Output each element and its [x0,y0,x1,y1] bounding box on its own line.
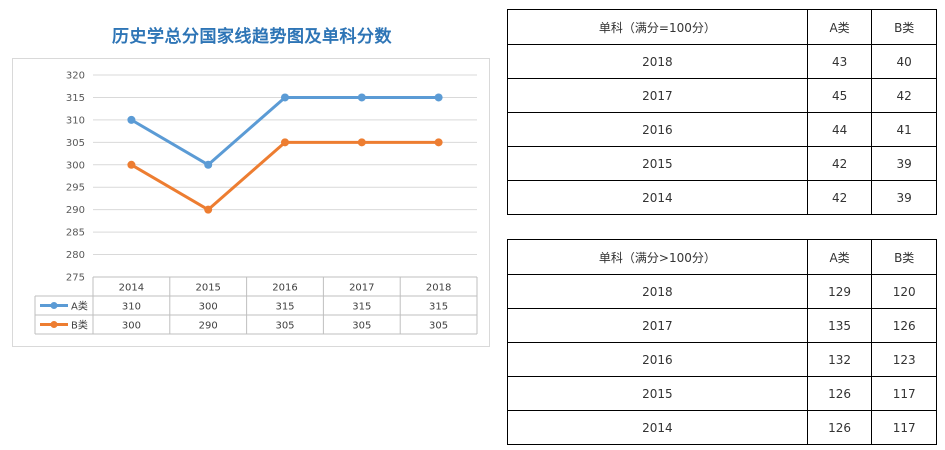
b-score-cell: 126 [871,308,937,343]
data-table-value: 315 [352,302,371,313]
a-score-cell: 129 [806,274,873,309]
a-score-cell: 42 [806,180,873,215]
table-row: 2015 126 117 [507,376,937,411]
legend-marker [50,302,58,309]
header-b: B类 [871,239,937,275]
data-point [357,93,366,102]
year-cell: 2016 [507,342,808,377]
year-cell: 2016 [507,112,808,147]
data-point [434,138,443,147]
table-row: 2014 126 117 [507,410,937,445]
a-score-cell: 45 [806,78,873,113]
chart-title: 历史学总分国家线趋势图及单科分数 [112,27,392,47]
data-table-value: 305 [352,321,371,332]
table-row: 2015 42 39 [507,146,937,181]
data-point [204,160,213,169]
x-category-label: 2017 [349,283,374,294]
a-score-cell: 135 [806,308,873,343]
y-tick-label: 280 [66,250,85,261]
header-subject: 单科（满分>100分） [507,239,808,275]
a-score-cell: 44 [806,112,873,147]
b-score-cell: 117 [871,410,937,445]
table-header-row: 单科（满分=100分） A类 B类 [507,9,937,45]
a-score-cell: 42 [806,146,873,181]
x-category-label: 2015 [195,283,220,294]
line-chart: 275 280 285 290 295 300 305 310 315 320 2014 2015 20… [34,71,478,335]
data-table-value: 315 [429,302,448,313]
data-table-value: 315 [275,302,294,313]
year-cell: 2014 [507,410,808,445]
data-point [281,138,289,147]
year-cell: 2018 [507,44,808,79]
year-cell: 2015 [507,376,808,411]
y-tick-label: 275 [66,273,85,284]
table-row: 2014 42 39 [507,180,937,215]
data-point [434,93,443,102]
data-table-value: 310 [122,302,141,313]
year-cell: 2018 [507,274,808,309]
data-table-value: 305 [275,321,294,332]
year-cell: 2017 [507,78,808,113]
header-a: A类 [806,9,873,45]
legend-label: B类 [71,319,88,332]
b-score-cell: 42 [871,78,937,113]
score-table-100: 单科（满分=100分） A类 B类 2018 43 40 2017 45 42 … [507,9,937,215]
data-point [127,160,136,169]
legend-label: A类 [71,300,88,313]
x-category-label: 2014 [119,283,144,294]
y-tick-label: 315 [66,93,85,104]
y-tick-label: 290 [66,205,85,216]
table-row: 2016 44 41 [507,112,937,147]
table-row: 2018 43 40 [507,44,937,79]
x-category-label: 2016 [272,283,297,294]
table-row: 2017 135 126 [507,308,937,343]
year-cell: 2017 [507,308,808,343]
y-tick-label: 300 [66,160,85,171]
data-table-value: 305 [429,321,448,332]
legend-marker [50,321,58,328]
b-score-cell: 39 [871,180,937,215]
b-score-cell: 39 [871,146,937,181]
a-score-cell: 126 [806,410,873,445]
table-header-row: 单科（满分>100分） A类 B类 [507,239,937,275]
header-a: A类 [806,239,873,275]
data-point [204,205,213,214]
table-row: 2018 129 120 [507,274,937,309]
header-b: B类 [871,9,937,45]
b-score-cell: 117 [871,376,937,411]
b-score-cell: 40 [871,44,937,79]
header-subject: 单科（满分=100分） [507,9,808,45]
chart-area: 275 280 285 290 295 300 305 310 315 320 2014 2015 20… [12,58,490,347]
data-point [281,93,289,102]
b-score-cell: 123 [871,342,937,377]
year-cell: 2015 [507,146,808,181]
a-score-cell: 43 [806,44,873,79]
x-category-label: 2018 [426,283,451,294]
table-row: 2016 132 123 [507,342,937,377]
year-cell: 2014 [507,180,808,215]
y-tick-label: 295 [66,183,85,194]
score-table-over-100: 单科（满分>100分） A类 B类 2018 129 120 2017 135 … [507,239,937,445]
data-point [127,115,136,124]
y-tick-label: 320 [66,71,85,82]
a-score-cell: 132 [806,342,873,377]
b-score-cell: 120 [871,274,937,309]
data-point [357,138,366,147]
data-table-value: 300 [199,302,218,313]
a-score-cell: 126 [806,376,873,411]
data-table-value: 300 [122,321,141,332]
table-row: 2017 45 42 [507,78,937,113]
series-line [130,95,439,167]
b-score-cell: 41 [871,112,937,147]
series-line [130,140,439,212]
y-tick-label: 305 [66,138,85,149]
y-tick-label: 285 [66,228,85,239]
y-tick-label: 310 [66,115,85,126]
data-table-value: 290 [199,321,218,332]
